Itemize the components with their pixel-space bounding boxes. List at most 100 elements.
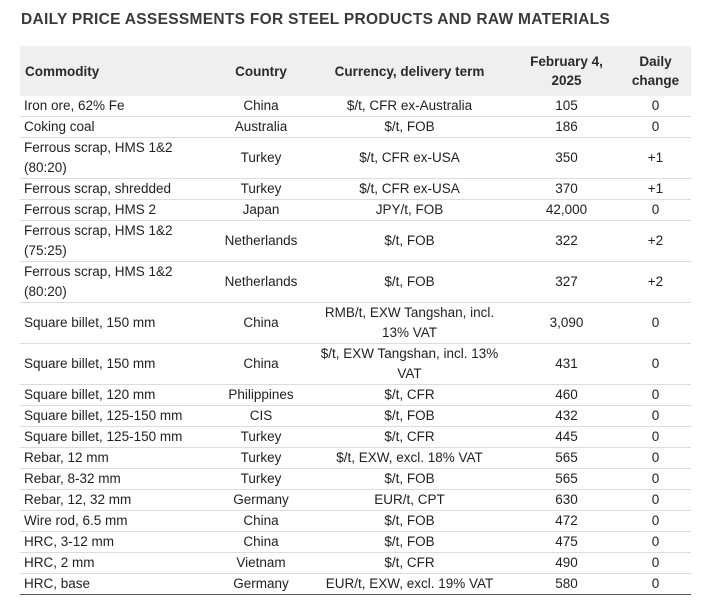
currency-term-cell: $/t, FOB: [384, 471, 435, 486]
header-currency-term: Currency, delivery term: [334, 63, 485, 79]
header-country: Country: [235, 63, 287, 79]
currency-term-cell: $/t, CFR ex-Australia: [346, 98, 473, 113]
country-cell: Turkey: [240, 450, 282, 465]
table-row: HRC, 3-12 mm China $/t, FOB 475 0: [20, 532, 691, 553]
daily-change-cell: 0: [651, 429, 660, 444]
country-cell: CIS: [249, 408, 273, 423]
table-row: Ferrous scrap, HMS 1&2 (80:20) Netherland…: [20, 262, 691, 303]
daily-change-cell: 0: [651, 356, 660, 371]
table-row: Rebar, 8-32 mm Turkey $/t, FOB 565 0: [20, 469, 691, 490]
table-row: HRC, base Germany EUR/t, EXW, excl. 19% VA…: [20, 574, 691, 595]
country-cell: Germany: [233, 492, 289, 507]
commodity-cell: HRC, 3-12 mm: [24, 534, 115, 549]
currency-term-cell: $/t, CFR: [384, 387, 435, 402]
table-row: Rebar, 12, 32 mm Germany EUR/t, CPT 630 0: [20, 490, 691, 511]
country-cell: China: [243, 98, 279, 113]
price-cell: 472: [555, 513, 578, 528]
table-row: Iron ore, 62% Fe China $/t, CFR ex-Austral…: [20, 96, 691, 117]
daily-change-cell: +1: [647, 150, 664, 165]
commodity-cell: Ferrous scrap, HMS 1&2 (80:20): [24, 140, 173, 175]
price-cell: 475: [555, 534, 578, 549]
price-cell: 105: [555, 98, 578, 113]
currency-term-cell: $/t, EXW, excl. 18% VAT: [336, 450, 483, 465]
table-row: Coking coal Australia $/t, FOB 186 0: [20, 117, 691, 138]
price-cell: 42,000: [545, 202, 588, 217]
daily-change-cell: 0: [651, 408, 660, 423]
price-cell: 432: [555, 408, 578, 423]
currency-term-cell: $/t, FOB: [384, 513, 435, 528]
currency-term-cell: $/t, CFR ex-USA: [359, 150, 460, 165]
table-body: Iron ore, 62% Fe China $/t, CFR ex-Austral…: [20, 96, 691, 595]
table-row: Ferrous scrap, HMS 2 Japan JPY/t, FOB 42,00…: [20, 200, 691, 221]
country-cell: Turkey: [240, 429, 282, 444]
commodity-cell: HRC, 2 mm: [24, 555, 95, 570]
price-cell: 3,090: [549, 315, 584, 330]
daily-change-cell: 0: [651, 534, 660, 549]
currency-term-cell: $/t, CFR ex-USA: [359, 181, 460, 196]
currency-term-cell: EUR/t, CPT: [374, 492, 445, 507]
price-cell: 565: [555, 471, 578, 486]
table-row: Square billet, 125-150 mm Turkey $/t, CFR 4…: [20, 427, 691, 448]
commodity-cell: HRC, base: [24, 576, 91, 591]
currency-term-cell: $/t, FOB: [384, 534, 435, 549]
price-cell: 350: [555, 150, 578, 165]
commodity-cell: Iron ore, 62% Fe: [24, 98, 125, 113]
price-cell: 630: [555, 492, 578, 507]
table-row: Ferrous scrap, HMS 1&2 (75:25) Netherland…: [20, 221, 691, 262]
header-daily-change: Daily change: [631, 54, 680, 88]
country-cell: Japan: [242, 202, 280, 217]
country-cell: Philippines: [228, 387, 294, 402]
country-cell: Turkey: [240, 150, 282, 165]
price-table: Commodity Country Currency, delivery ter…: [20, 46, 691, 595]
price-cell: 490: [555, 555, 578, 570]
country-cell: Turkey: [240, 181, 282, 196]
country-cell: China: [243, 356, 279, 371]
table-row: Wire rod, 6.5 mm China $/t, FOB 472 0: [20, 511, 691, 532]
country-cell: China: [243, 513, 279, 528]
currency-term-cell: EUR/t, EXW, excl. 19% VAT: [325, 576, 494, 591]
daily-change-cell: +1: [647, 181, 664, 196]
table-row: HRC, 2 mm Vietnam $/t, CFR 490 0: [20, 553, 691, 574]
price-cell: 460: [555, 387, 578, 402]
daily-change-cell: 0: [651, 492, 660, 507]
table-row: Square billet, 125-150 mm CIS $/t, FOB 432 0: [20, 406, 691, 427]
commodity-cell: Wire rod, 6.5 mm: [24, 513, 128, 528]
table-header-row: Commodity Country Currency, delivery ter…: [20, 46, 691, 96]
country-cell: China: [243, 534, 279, 549]
price-cell: 322: [555, 233, 578, 248]
table-row: Ferrous scrap, shredded Turkey $/t, CFR ex…: [20, 179, 691, 200]
currency-term-cell: $/t, FOB: [384, 119, 435, 134]
price-cell: 580: [555, 576, 578, 591]
price-table-container: Commodity Country Currency, delivery ter…: [20, 46, 691, 595]
commodity-cell: Square billet, 125-150 mm: [24, 408, 183, 423]
commodity-cell: Rebar, 12 mm: [24, 450, 109, 465]
currency-term-cell: $/t, FOB: [384, 233, 435, 248]
daily-change-cell: 0: [651, 471, 660, 486]
table-row: Rebar, 12 mm Turkey $/t, EXW, excl. 18% VA…: [20, 448, 691, 469]
price-cell: 445: [555, 429, 578, 444]
header-date: February 4, 2025: [530, 54, 603, 88]
table-row: Square billet, 150 mm China RMB/t, EXW Tan…: [20, 303, 691, 344]
table-row: Ferrous scrap, HMS 1&2 (80:20) Turkey $/t,…: [20, 138, 691, 179]
daily-change-cell: +2: [647, 274, 664, 289]
daily-change-cell: 0: [651, 98, 660, 113]
price-cell: 431: [555, 356, 578, 371]
daily-change-cell: 0: [651, 315, 660, 330]
price-cell: 186: [555, 119, 578, 134]
currency-term-cell: $/t, EXW Tangshan, incl. 13% VAT: [320, 346, 499, 381]
header-commodity: Commodity: [25, 63, 100, 79]
commodity-cell: Square billet, 150 mm: [24, 356, 156, 371]
commodity-cell: Rebar, 12, 32 mm: [24, 492, 132, 507]
commodity-cell: Coking coal: [24, 119, 95, 134]
country-cell: Turkey: [240, 471, 282, 486]
daily-change-cell: 0: [651, 119, 660, 134]
country-cell: Vietnam: [236, 555, 286, 570]
page-title: DAILY PRICE ASSESSMENTS FOR STEEL PRODUC…: [21, 11, 610, 28]
price-cell: 327: [555, 274, 578, 289]
commodity-cell: Ferrous scrap, HMS 1&2 (75:25): [24, 223, 173, 258]
country-cell: China: [243, 315, 279, 330]
currency-term-cell: RMB/t, EXW Tangshan, incl. 13% VAT: [324, 305, 495, 340]
daily-change-cell: 0: [651, 202, 660, 217]
country-cell: Germany: [233, 576, 289, 591]
daily-change-cell: +2: [647, 233, 664, 248]
